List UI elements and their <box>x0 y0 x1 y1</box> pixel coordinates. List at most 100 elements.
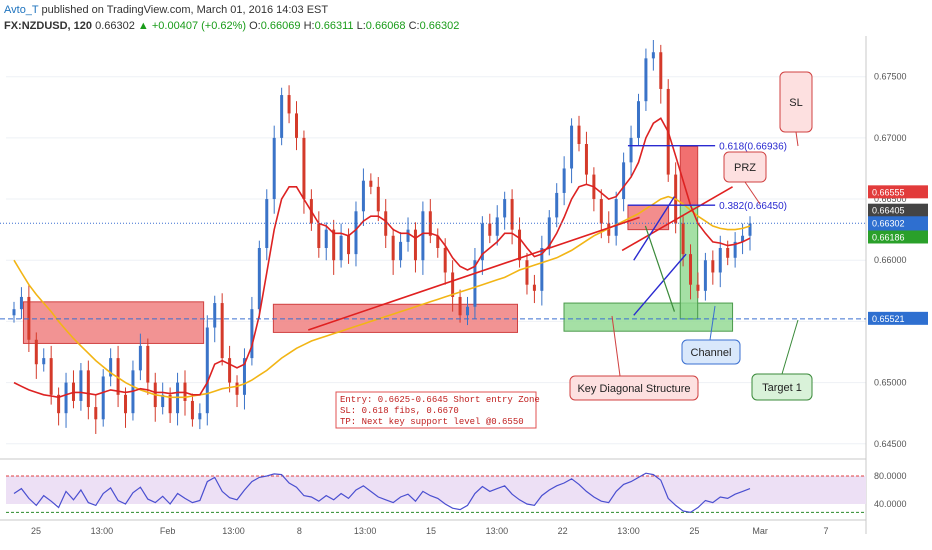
price-tick-label: 0.66000 <box>874 255 907 265</box>
symbol-line: FX:NZDUSD, 120 0.66302 ▲ +0.00407 (+0.62… <box>4 20 459 32</box>
time-tick-label: 13:00 <box>354 526 377 536</box>
candle-body <box>347 235 351 255</box>
price-tick-label: 0.67000 <box>874 133 907 143</box>
candle-body <box>354 211 358 255</box>
zone-support <box>22 301 205 344</box>
price-chart[interactable]: 80.0000 40.0000 0.618(0.66936) 0.382(0.664… <box>0 36 932 550</box>
candle-body <box>465 306 469 316</box>
candle-body <box>741 235 745 242</box>
candle-body <box>124 394 128 414</box>
note-box: Entry: 0.6625-0.6645 Short entry ZoneSL:… <box>335 391 540 429</box>
candle-body <box>138 345 142 371</box>
zone-prz <box>627 204 670 231</box>
time-tick-label: 25 <box>31 526 41 536</box>
candle-body <box>413 229 417 261</box>
candle-body <box>480 223 484 261</box>
channel-upper <box>633 196 676 261</box>
price-label-text: 0.65521 <box>872 314 905 324</box>
high-label: H: <box>303 20 315 32</box>
sl-callout-text: SL <box>789 97 802 109</box>
candle-body <box>599 199 603 224</box>
price-label-text: 0.66405 <box>872 206 905 216</box>
candle-body <box>295 113 299 138</box>
time-tick-label: Mar <box>752 526 768 536</box>
candle-body <box>376 186 380 212</box>
time-tick-label: 8 <box>297 526 302 536</box>
candle-body <box>525 260 529 285</box>
open-value: 0.66069 <box>260 20 301 32</box>
chart-background <box>0 36 932 550</box>
candle-body <box>659 52 663 89</box>
price-axis: 0.675000.670000.665000.660000.655000.650… <box>868 72 928 449</box>
candle-body <box>116 358 120 395</box>
time-axis: 25 13:00 Feb 13:00 8 13:00 15 13:00 22 13:00 25 Mar… <box>0 519 866 536</box>
candle-body <box>495 217 499 236</box>
time-tick-label: 7 <box>823 526 828 536</box>
sl-callout: SL <box>779 71 813 133</box>
candle-body <box>547 217 551 248</box>
candle-body <box>109 358 113 377</box>
time-tick-label: 15 <box>426 526 436 536</box>
rsi-band <box>6 476 866 504</box>
candle-body <box>711 260 715 273</box>
candle-body <box>651 52 655 59</box>
candle-body <box>443 248 447 273</box>
price-label-text: 0.66186 <box>872 232 905 242</box>
rsi-tick-label: 80.0000 <box>874 471 907 481</box>
price-tick-label: 0.64500 <box>874 439 907 449</box>
candle-body <box>473 260 477 307</box>
candle-body <box>42 358 46 365</box>
author-link[interactable]: Avto_T <box>4 4 39 16</box>
candle-body <box>748 223 752 236</box>
candle-body <box>532 284 536 291</box>
price-tick-label: 0.65000 <box>874 378 907 388</box>
candle-body <box>614 199 618 236</box>
price-label-box <box>868 203 928 217</box>
channel-lower <box>633 253 687 316</box>
candle-body <box>458 296 462 316</box>
candle-body <box>510 199 514 230</box>
candle-body <box>12 309 16 316</box>
drawings: 0.618(0.66936) 0.382(0.66450) <box>0 142 866 331</box>
candle-body <box>399 241 403 261</box>
price-change: +0.00407 (+0.62%) <box>151 20 247 32</box>
candle-body <box>703 260 707 291</box>
ma-line <box>13 195 751 399</box>
ema-line <box>13 117 751 399</box>
candle-body <box>49 358 53 395</box>
candle-body <box>696 284 700 291</box>
fib-label: 0.382(0.66450) <box>719 201 787 212</box>
candle-body <box>86 370 90 408</box>
diagonal-line <box>307 216 640 331</box>
candle-body <box>190 400 194 420</box>
candle-body <box>242 358 246 395</box>
candle-body <box>198 413 202 420</box>
channel-callout-frame <box>681 339 741 365</box>
candle-body <box>205 327 209 414</box>
candle-body <box>518 229 522 261</box>
candle-body <box>584 144 588 175</box>
candle-body <box>733 241 737 258</box>
candle-body <box>250 309 254 359</box>
candle-body <box>302 137 306 200</box>
price-label-box <box>868 216 928 230</box>
candle-body <box>146 345 150 383</box>
candle-body <box>636 101 640 138</box>
candle-body <box>272 137 276 200</box>
note-line: TP: Next key support level @0.6550 <box>340 417 524 427</box>
candle-body <box>287 95 291 114</box>
zone-target <box>563 302 734 332</box>
open-label: O: <box>249 20 261 32</box>
price-tick-label: 0.67500 <box>874 72 907 82</box>
channel-pointer <box>709 305 716 341</box>
note-frame <box>335 391 537 429</box>
channel-callout: Channel <box>681 339 741 365</box>
price-label-text: 0.66302 <box>872 218 905 228</box>
candle-body <box>384 211 388 236</box>
candle-body <box>622 162 626 200</box>
prz-pointer <box>744 181 761 205</box>
candle-body <box>34 339 38 365</box>
candle-body <box>19 296 23 310</box>
target-callout-text: Target 1 <box>762 382 802 394</box>
key-diagonal-callout-frame <box>569 375 699 401</box>
